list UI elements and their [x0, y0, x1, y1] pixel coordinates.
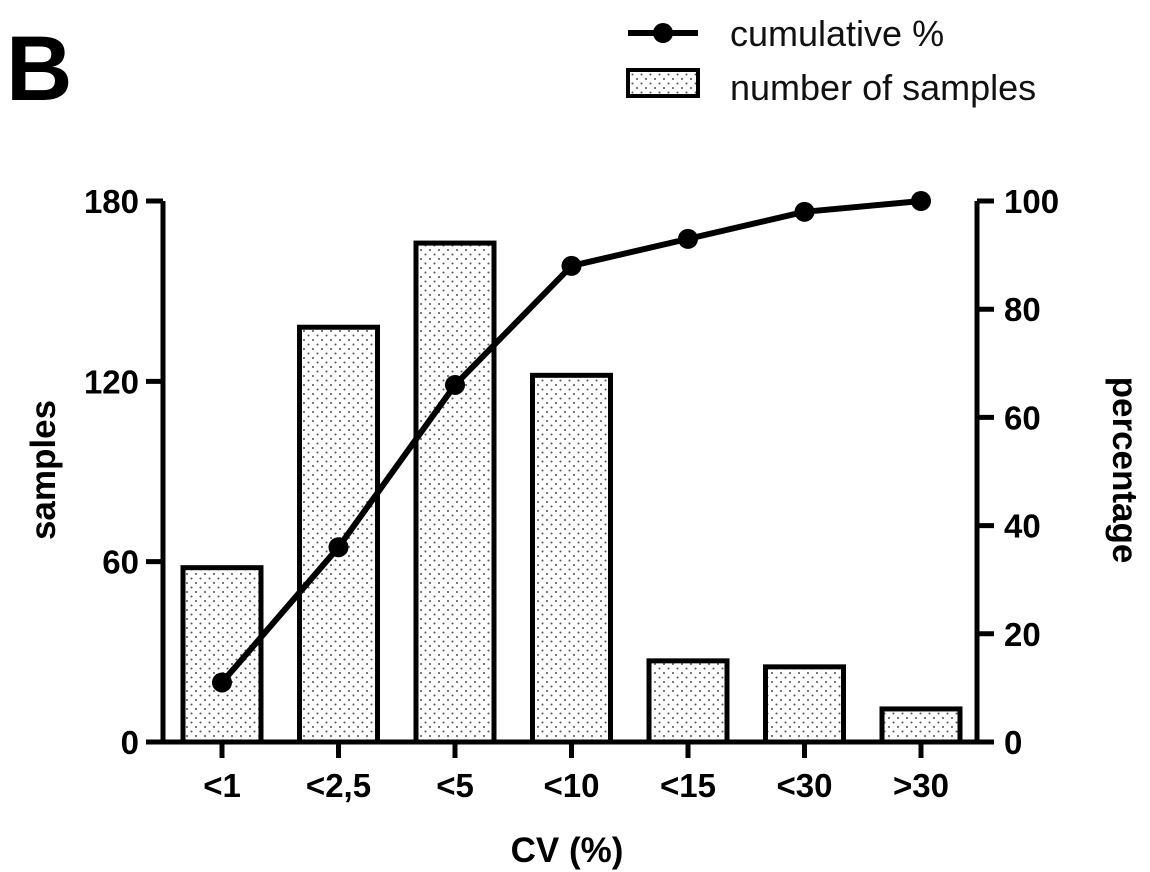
y2-tick-label: 40 — [1004, 508, 1041, 545]
cumulative-point-4 — [561, 255, 582, 276]
bar-2 — [297, 324, 380, 745]
y-tick-label: 0 — [121, 724, 139, 761]
cumulative-point-5 — [678, 228, 698, 249]
bar-6 — [763, 664, 846, 745]
bar-4 — [530, 372, 613, 745]
x-tick-label: <15 — [660, 767, 716, 804]
y2-tick-label: 20 — [1004, 616, 1041, 653]
cumulative-point-2 — [328, 537, 349, 558]
y2-tick-label: 100 — [1004, 183, 1059, 220]
legend-bar-symbol — [626, 68, 700, 98]
bar-5 — [646, 658, 730, 745]
plot-area: 0 60 120 180 0 20 40 60 80 100 <1 <2,5 <5 <10 <15 <30 >3… — [84, 183, 1059, 804]
cumulative-point-7 — [911, 191, 931, 211]
x-axis-title: CV (%) — [511, 831, 624, 870]
x-tick-label: <1 — [203, 767, 241, 804]
y2-tick-label: 80 — [1004, 291, 1041, 328]
x-tick-label: <5 — [436, 767, 474, 804]
y2-tick-label: 0 — [1004, 724, 1022, 761]
bar-3 — [413, 240, 497, 745]
cumulative-point-3 — [445, 374, 465, 395]
y-axis-title: samples — [24, 400, 63, 540]
x-tick-label: <10 — [544, 767, 600, 804]
x-tick-label: >30 — [893, 767, 949, 804]
cumulative-point-6 — [794, 201, 815, 222]
y-tick-label: 120 — [84, 363, 139, 400]
x-tick-label: <2,5 — [306, 767, 371, 804]
y2-axis-title: percentage — [1105, 377, 1144, 564]
y-tick-label: 180 — [84, 183, 139, 220]
legend: cumulative % number of samples — [626, 13, 1036, 108]
panel-label: B — [6, 18, 72, 120]
legend-line-label: cumulative % — [730, 13, 944, 54]
legend-line-symbol — [628, 23, 698, 43]
legend-bar-label: number of samples — [730, 67, 1036, 108]
x-tick-label: <30 — [777, 767, 833, 804]
y-tick-label: 60 — [102, 544, 139, 581]
y2-tick-label: 60 — [1004, 399, 1041, 436]
bar-7 — [879, 706, 963, 745]
cumulative-point-1 — [212, 672, 232, 693]
